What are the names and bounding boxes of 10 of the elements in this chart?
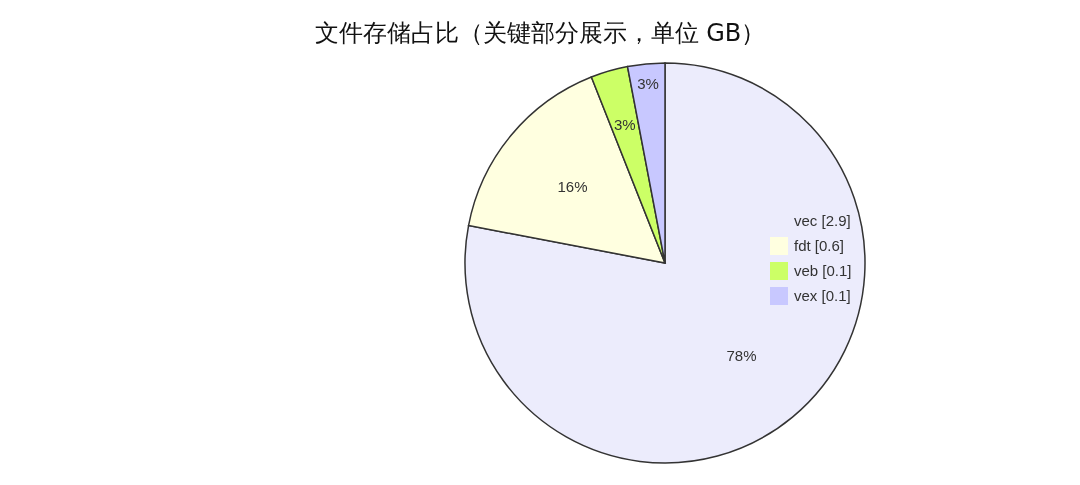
data-label: 16%	[557, 178, 588, 196]
legend-label: vex [0.1]	[794, 286, 851, 305]
data-label: 78%	[726, 346, 757, 364]
slice-label: vec [2.9]	[794, 211, 851, 230]
chart-title: 文件存储占比（关键部分展示，单位 GB）	[313, 18, 767, 49]
data-label: 3%	[613, 116, 636, 134]
pie-slice	[464, 62, 866, 464]
legend-label: fdt [0.6]	[794, 236, 845, 255]
legend-label: veb [0.1]	[794, 261, 852, 280]
data-label: 3%	[637, 75, 659, 93]
